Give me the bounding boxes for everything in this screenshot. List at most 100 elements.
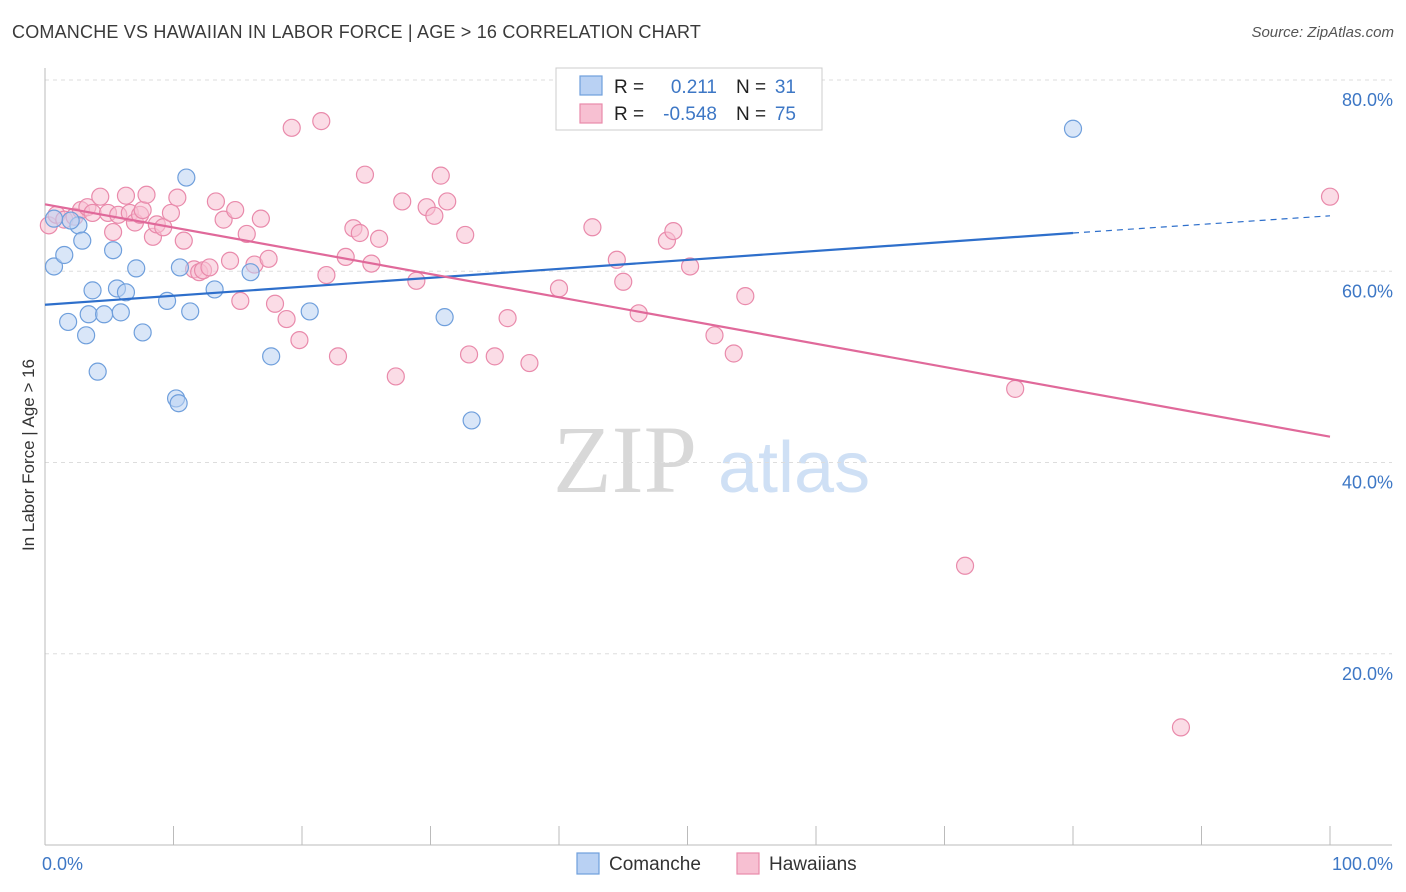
legend-hawaiians-swatch bbox=[736, 852, 760, 875]
comanche-point bbox=[241, 263, 260, 282]
series-legend: Comanche Hawaiians bbox=[576, 852, 857, 875]
legend-comanche-label: Comanche bbox=[609, 854, 701, 875]
comanche-trend-line bbox=[44, 231, 1074, 306]
chart-title: COMANCHE VS HAWAIIAN IN LABOR FORCE | AG… bbox=[12, 22, 702, 42]
comanche-point bbox=[88, 362, 107, 381]
hawaiians-point bbox=[583, 218, 602, 237]
y-tick-label: 80.0% bbox=[1342, 90, 1393, 110]
hawaiians-point bbox=[91, 187, 110, 206]
y-tick-label: 40.0% bbox=[1342, 473, 1393, 493]
hawaiians-point bbox=[282, 118, 301, 137]
hawaiians-point bbox=[370, 229, 389, 248]
hawaiians-point bbox=[1171, 718, 1191, 737]
hawaiians-point bbox=[137, 185, 156, 204]
hawaiians-point bbox=[485, 347, 504, 366]
y-tick-label: 20.0% bbox=[1342, 664, 1393, 684]
hawaiians-points bbox=[39, 112, 1340, 737]
hawaiians-point bbox=[251, 209, 270, 228]
hawaiians-point bbox=[549, 279, 569, 298]
comanche-trend-extension bbox=[1072, 215, 1331, 234]
comanche-point bbox=[133, 323, 152, 342]
hawaiians-point bbox=[265, 294, 285, 313]
comanche-point bbox=[73, 231, 92, 250]
hawaiians-point bbox=[1320, 187, 1340, 206]
comanche-point bbox=[177, 168, 196, 187]
hawaiians-point bbox=[290, 331, 309, 350]
comanche-point bbox=[61, 211, 80, 230]
comanche-point bbox=[79, 305, 98, 324]
hawaiians-point bbox=[200, 258, 219, 277]
comanche-point bbox=[262, 347, 281, 366]
grid bbox=[45, 79, 1392, 655]
comanche-point bbox=[300, 302, 319, 321]
comanche-point bbox=[127, 259, 146, 278]
hawaiians-point bbox=[705, 326, 724, 345]
comanche-point bbox=[170, 258, 190, 277]
hawaiians-point bbox=[104, 222, 123, 242]
hawaiians-point bbox=[226, 200, 245, 220]
comanche-point bbox=[95, 305, 114, 324]
hawaiians-point bbox=[259, 249, 278, 268]
comanche-point bbox=[462, 411, 481, 430]
comanche-points bbox=[44, 119, 1083, 430]
hawaiians-n-value: 75 bbox=[775, 104, 796, 125]
hawaiians-point bbox=[520, 353, 539, 373]
comanche-n-value: 31 bbox=[775, 77, 796, 98]
hawaiians-point bbox=[456, 225, 475, 245]
hawaiians-n-label: N = bbox=[736, 104, 766, 125]
hawaiians-point bbox=[277, 309, 296, 329]
comanche-point bbox=[83, 281, 102, 300]
hawaiians-point bbox=[206, 192, 226, 211]
hawaiians-point bbox=[312, 112, 331, 131]
source-note: Source: ZipAtlas.com bbox=[1251, 24, 1394, 41]
hawaiians-point bbox=[407, 271, 426, 290]
hawaiians-point bbox=[736, 287, 755, 306]
hawaiians-point bbox=[386, 367, 405, 386]
comanche-n-label: N = bbox=[736, 77, 766, 98]
axes bbox=[44, 68, 1392, 846]
x-tick-labels: 0.0% 100.0% bbox=[42, 854, 1393, 874]
hawaiians-point bbox=[664, 221, 683, 241]
hawaiians-point bbox=[237, 224, 256, 244]
comanche-point bbox=[169, 394, 188, 413]
hawaiians-r-label: R = bbox=[614, 104, 644, 125]
hawaiians-point bbox=[498, 309, 517, 328]
hawaiians-point bbox=[116, 186, 136, 205]
comanche-swatch bbox=[579, 75, 603, 96]
x-tick-label: 100.0% bbox=[1332, 854, 1393, 874]
hawaiians-point bbox=[231, 291, 250, 310]
watermark-zip: ZIP bbox=[553, 406, 697, 513]
comanche-point bbox=[44, 209, 64, 228]
hawaiians-point bbox=[425, 206, 444, 225]
hawaiians-point bbox=[133, 200, 152, 220]
comanche-point bbox=[116, 283, 136, 302]
legend-comanche-swatch bbox=[576, 852, 600, 875]
watermark-atlas: atlas bbox=[718, 428, 870, 508]
comanche-point bbox=[77, 326, 96, 345]
legend-hawaiians-label: Hawaiians bbox=[769, 854, 857, 875]
x-tick-label: 0.0% bbox=[42, 854, 83, 874]
hawaiians-point bbox=[393, 192, 412, 211]
y-tick-labels: 20.0% 40.0% 60.0% 80.0% bbox=[1342, 90, 1393, 684]
hawaiians-point bbox=[168, 188, 187, 207]
stats-legend: R = 0.211 N = 31 R = -0.548 N = 75 bbox=[555, 67, 823, 131]
hawaiians-point bbox=[328, 347, 348, 366]
hawaiians-point bbox=[220, 251, 240, 270]
comanche-point bbox=[435, 308, 454, 327]
hawaiians-point bbox=[161, 203, 181, 223]
comanche-point bbox=[111, 303, 130, 322]
y-axis-label: In Labor Force | Age > 16 bbox=[19, 359, 38, 551]
comanche-point bbox=[104, 241, 123, 260]
comanche-point bbox=[205, 280, 224, 299]
hawaiians-point bbox=[1006, 379, 1025, 398]
comanche-point bbox=[1063, 119, 1083, 138]
y-tick-label: 60.0% bbox=[1342, 281, 1393, 301]
hawaiians-point bbox=[174, 231, 193, 250]
hawaiians-swatch bbox=[579, 103, 603, 124]
comanche-point bbox=[59, 312, 78, 332]
comanche-r-label: R = bbox=[614, 77, 644, 98]
hawaiians-point bbox=[355, 165, 375, 184]
hawaiians-point bbox=[438, 192, 457, 211]
hawaiians-point bbox=[317, 265, 336, 285]
